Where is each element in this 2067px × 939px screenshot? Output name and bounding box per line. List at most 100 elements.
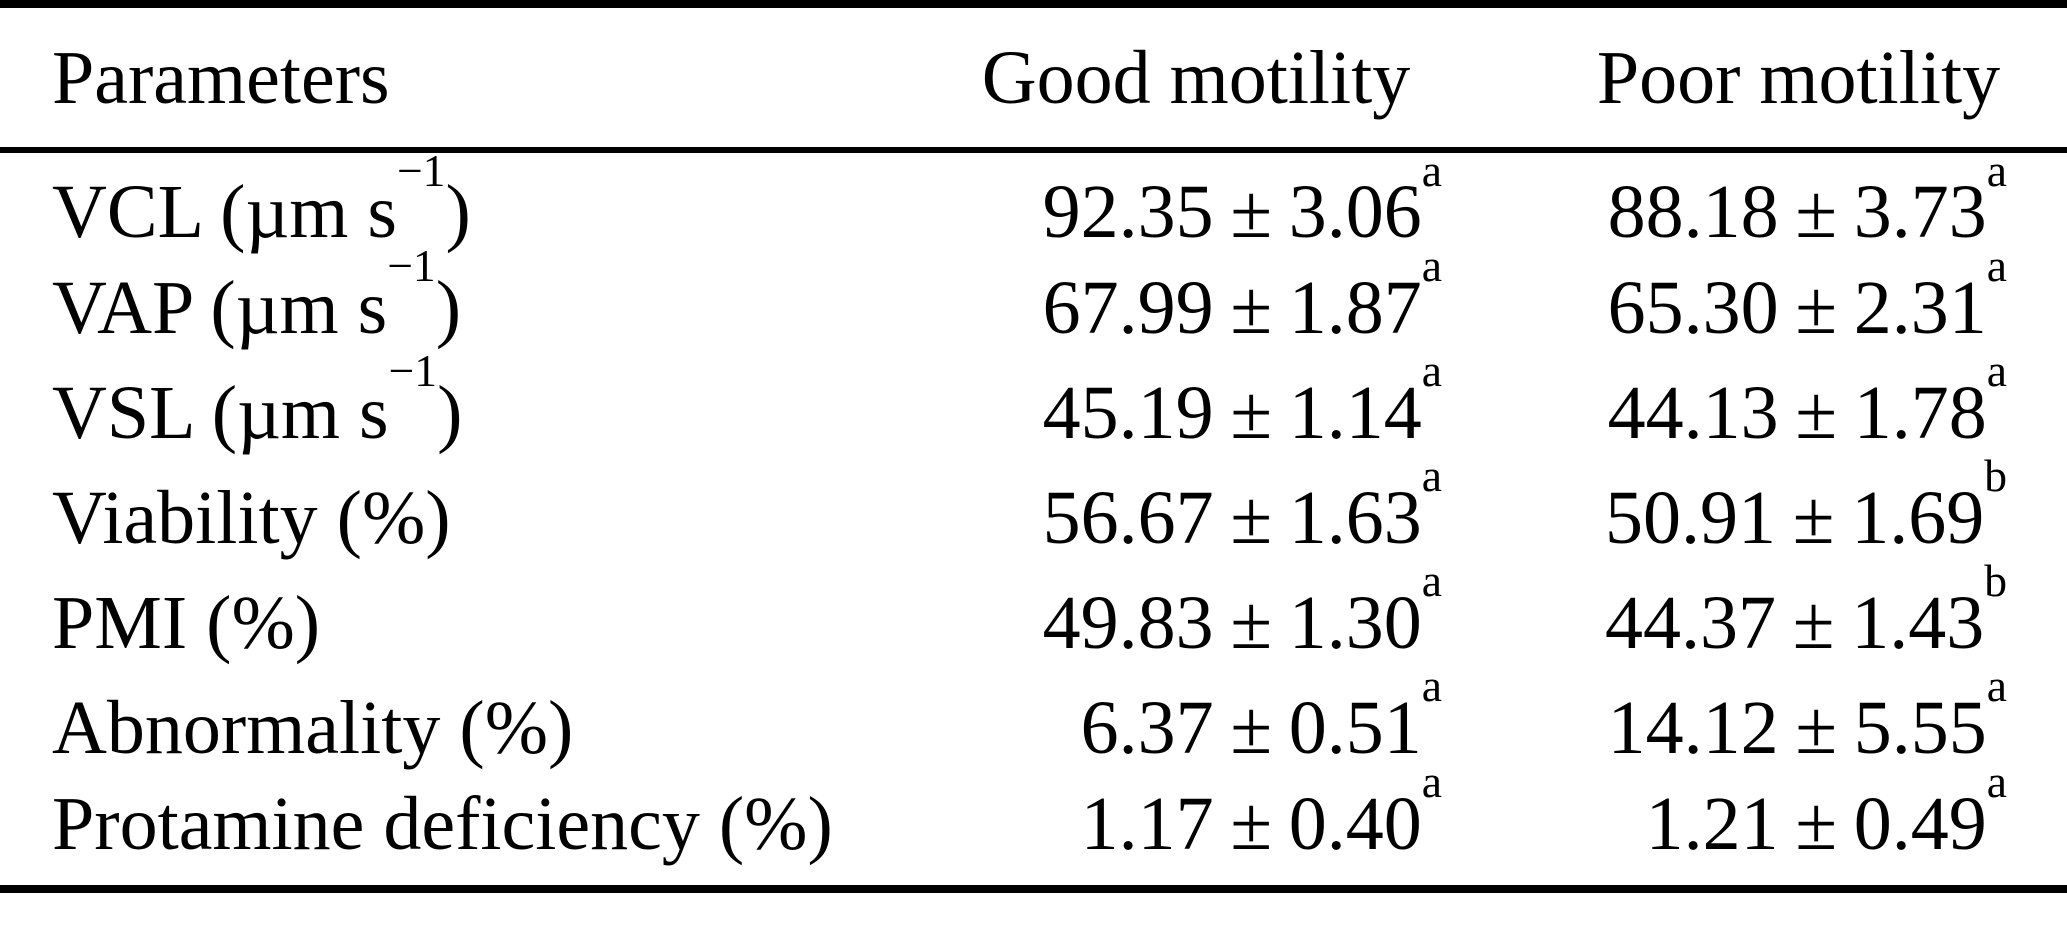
- col-header-parameters: Parameters: [0, 8, 950, 153]
- plus-minus: ±: [1795, 781, 1838, 866]
- param-cell: PMI (%): [0, 570, 950, 675]
- unit-exponent: −1: [387, 240, 436, 292]
- table-header: Parameters Good motility Poor motility: [0, 8, 2067, 153]
- poor-motility-cell: 50.91 ±1.69b: [1470, 453, 2067, 570]
- plus-minus: ±: [1795, 265, 1838, 350]
- significance-superscript: a: [1421, 660, 1442, 712]
- param-cell: Abnormality (%): [0, 675, 950, 780]
- plus-minus: ±: [1230, 370, 1273, 455]
- poor-motility-cell: 1.21 ±0.49a: [1470, 759, 2067, 885]
- good-motility-cell: 92.35 ±3.06a: [950, 147, 1470, 255]
- sem-value: 1.14: [1288, 370, 1422, 455]
- param-label-tail: ): [445, 170, 471, 254]
- sem-value: 0.40: [1288, 781, 1422, 866]
- plus-minus: ±: [1230, 580, 1273, 665]
- col-header-good-motility: Good motility: [950, 8, 1470, 153]
- good-motility-cell: 6.37 ±0.51a: [950, 663, 1470, 780]
- good-motility-cell: 56.67 ±1.63a: [950, 453, 1470, 570]
- param-label: VCL (µm s: [52, 170, 397, 254]
- unit-exponent: −1: [388, 345, 438, 397]
- good-motility-cell: 67.99 ±1.87a: [950, 243, 1470, 360]
- mean-value: 14.12: [1607, 685, 1779, 770]
- param-label: Protamine deficiency (%): [52, 781, 833, 866]
- mean-value: 45.19: [1042, 370, 1214, 455]
- good-motility-cell: 49.83 ±1.30a: [950, 558, 1470, 675]
- sem-value: 1.69: [1851, 475, 1985, 560]
- plus-minus: ±: [1795, 685, 1838, 770]
- significance-superscript: a: [1421, 555, 1442, 607]
- unit-exponent: −1: [396, 144, 446, 196]
- poor-motility-cell: 14.12 ±5.55a: [1470, 663, 2067, 780]
- param-label: Abnormality (%): [52, 685, 574, 770]
- plus-minus: ±: [1792, 475, 1835, 560]
- table-row-viability: Viability (%) 56.67 ±1.63a 50.91 ±1.69b: [0, 453, 2067, 570]
- plus-minus: ±: [1795, 170, 1838, 254]
- param-label: VAP (µm s: [52, 265, 388, 350]
- sem-value: 1.63: [1288, 475, 1422, 560]
- mean-value: 65.30: [1607, 265, 1779, 350]
- significance-superscript: a: [1421, 756, 1442, 808]
- significance-superscript: a: [1986, 240, 2007, 292]
- table-row-vcl: VCL (µm s−1) 92.35 ±3.06a 88.18 ±3.73a: [0, 147, 2067, 255]
- mean-value: 1.17: [1080, 781, 1214, 866]
- mean-value: 88.18: [1607, 170, 1779, 254]
- header-row: Parameters Good motility Poor motility: [0, 8, 2067, 153]
- sem-value: 3.73: [1853, 170, 1987, 254]
- sem-value: 0.51: [1288, 685, 1422, 770]
- significance-superscript: b: [1984, 450, 2007, 502]
- param-cell: VSL (µm s−1): [0, 348, 950, 465]
- col-header-poor-motility: Poor motility: [1470, 8, 2067, 153]
- plus-minus: ±: [1792, 580, 1835, 665]
- poor-motility-cell: 65.30 ±2.31a: [1470, 243, 2067, 360]
- plus-minus: ±: [1795, 370, 1838, 455]
- plus-minus: ±: [1230, 781, 1273, 866]
- sem-value: 1.78: [1853, 370, 1987, 455]
- table-row-vsl: VSL (µm s−1) 45.19 ±1.14a 44.13 ±1.78a: [0, 348, 2067, 465]
- results-table: Parameters Good motility Poor motility V…: [0, 8, 2067, 885]
- param-label-tail: ): [437, 370, 463, 455]
- poor-motility-cell: 88.18 ±3.73a: [1470, 147, 2067, 255]
- param-cell: Viability (%): [0, 465, 950, 570]
- plus-minus: ±: [1230, 170, 1273, 254]
- sem-value: 0.49: [1853, 781, 1987, 866]
- mean-value: 49.83: [1042, 580, 1214, 665]
- param-label-tail: ): [435, 265, 462, 350]
- good-motility-cell: 45.19 ±1.14a: [950, 348, 1470, 465]
- table-row-abnormality: Abnormality (%) 6.37 ±0.51a 14.12 ±5.55a: [0, 663, 2067, 780]
- mean-value: 44.13: [1607, 370, 1779, 455]
- table-row-pmi: PMI (%) 49.83 ±1.30a 44.37 ±1.43b: [0, 558, 2067, 675]
- plus-minus: ±: [1230, 685, 1273, 770]
- poor-motility-cell: 44.37 ±1.43b: [1470, 558, 2067, 675]
- sem-value: 3.06: [1288, 170, 1422, 254]
- param-cell: VAP (µm s−1): [0, 243, 950, 360]
- paper-table-figure: Parameters Good motility Poor motility V…: [0, 0, 2067, 893]
- significance-superscript: a: [1986, 345, 2007, 397]
- significance-superscript: a: [1421, 144, 1442, 196]
- table-row-protamine-deficiency: Protamine deficiency (%) 1.17 ±0.40a 1.21…: [0, 759, 2067, 885]
- plus-minus: ±: [1230, 475, 1273, 560]
- mean-value: 50.91: [1605, 475, 1777, 560]
- significance-superscript: a: [1421, 240, 1442, 292]
- mean-value: 44.37: [1605, 580, 1777, 665]
- mean-value: 6.37: [1080, 685, 1214, 770]
- param-label: Viability (%): [52, 475, 451, 560]
- param-label: VSL (µm s: [52, 370, 389, 455]
- mean-value: 92.35: [1042, 170, 1214, 254]
- good-motility-cell: 1.17 ±0.40a: [950, 759, 1470, 885]
- param-label: PMI (%): [52, 580, 321, 665]
- sem-value: 2.31: [1853, 265, 1987, 350]
- plus-minus: ±: [1230, 265, 1273, 350]
- mean-value: 56.67: [1042, 475, 1214, 560]
- sem-value: 1.30: [1288, 580, 1422, 665]
- sem-value: 5.55: [1853, 685, 1987, 770]
- significance-superscript: a: [1421, 345, 1442, 397]
- mean-value: 1.21: [1645, 781, 1779, 866]
- significance-superscript: a: [1986, 756, 2007, 808]
- mean-value: 67.99: [1042, 265, 1214, 350]
- param-cell: Protamine deficiency (%): [0, 780, 950, 885]
- sem-value: 1.43: [1851, 580, 1985, 665]
- significance-superscript: a: [1421, 450, 1442, 502]
- table-body: VCL (µm s−1) 92.35 ±3.06a 88.18 ±3.73a VAP…: [0, 147, 2067, 885]
- significance-superscript: a: [1986, 660, 2007, 712]
- sem-value: 1.87: [1288, 265, 1422, 350]
